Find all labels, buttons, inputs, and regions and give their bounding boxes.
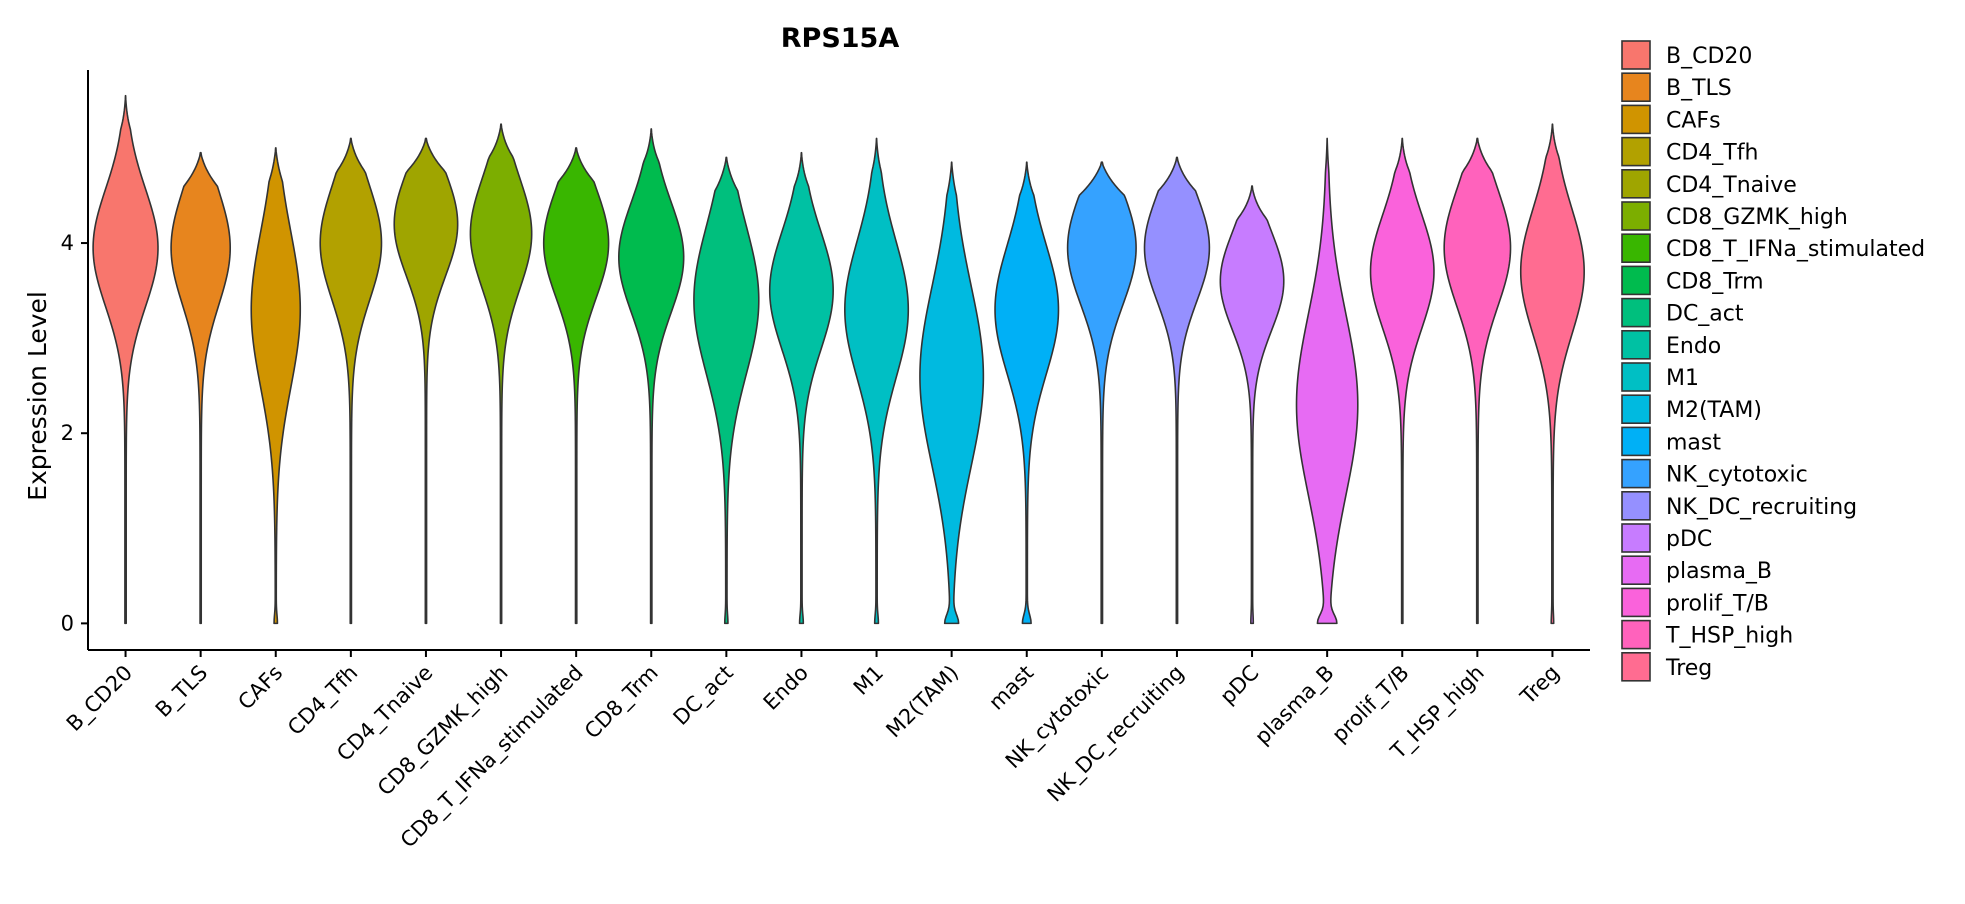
legend-key-nk-dc-recruiting [1621,490,1651,521]
violin-endo [768,151,834,625]
violin-dc-act [693,156,760,625]
legend-key-cd4-tfh [1621,136,1651,167]
x-tick-label: CD8_GZMK_high [373,661,513,801]
legend-label: B_CD20 [1666,44,1752,69]
legend-label: prolif_T/B [1666,591,1769,616]
legend-label: NK_cytotoxic [1666,463,1808,488]
legend-label: M2(TAM) [1666,398,1762,423]
x-tick-label: plasma_B [1250,661,1339,750]
violin-nk-dc-recruiting [1143,156,1211,625]
legend: B_CD20 B_TLS CAFs CD4_Tfh CD4_Tnaive CD8_GZMK… [1621,40,1925,682]
legend-key-m1 [1621,362,1651,392]
y-tick-label: 0 [61,611,74,635]
legend-label: pDC [1666,527,1712,552]
y-axis-label: Expression Level [23,291,52,501]
legend-label: CD8_GZMK_high [1666,205,1848,230]
x-tick-label: mast [984,661,1038,715]
legend-label: M1 [1666,366,1699,391]
violin-treg [1519,123,1585,625]
legend-label: Treg [1665,656,1712,681]
violin-b-cd20 [92,94,159,625]
x-tick-label: Endo [759,661,813,715]
legend-key-treg [1621,651,1651,682]
legend-key-plasma-b [1621,555,1651,586]
violin-m1 [844,137,910,625]
legend-label: NK_DC_recruiting [1666,495,1857,520]
legend-label: plasma_B [1666,559,1772,584]
x-tick-label: Treg [1515,661,1564,710]
legend-key-cd8-trm [1621,265,1651,296]
legend-key-cafs [1621,104,1651,135]
legend-key-t-hsp-high [1621,619,1651,650]
x-tick-label: M1 [849,661,888,700]
violin-cd8-gzmk-high [469,123,533,625]
legend-label: CD4_Tnaive [1666,173,1797,198]
legend-key-cd4-tnaive [1621,169,1651,199]
chart-title: RPS15A [781,23,900,54]
legend-label: CAFs [1666,108,1721,133]
violin-cd4-tnaive [393,137,459,625]
violins-group [92,94,1585,625]
x-tick-label: B_TLS [151,661,213,723]
legend-key-m2-tam [1621,394,1651,425]
legend-key-dc-act [1621,297,1651,328]
legend-label: DC_act [1666,302,1744,327]
violin-prolif-t-b [1369,137,1435,625]
legend-key-prolif-t-b [1621,587,1651,618]
legend-key-b-tls [1621,72,1651,102]
legend-label: mast [1666,430,1721,455]
legend-key-pdc [1621,523,1651,553]
violin-t-hsp-high [1443,137,1512,625]
legend-label: CD4_Tfh [1666,141,1758,166]
violin-cd8-t-ifna-stimulated [542,147,610,625]
legend-key-cd8-t-ifna-stimulated [1621,233,1651,263]
violin-cd4-tfh [319,137,383,625]
legend-label: CD8_T_IFNa_stimulated [1666,237,1925,262]
legend-key-nk-cytotoxic [1621,458,1651,489]
violin-mast [994,161,1060,625]
legend-key-mast [1621,426,1651,457]
legend-label: T_HSP_high [1665,624,1793,649]
x-tick-label: NK_DC_recruiting [1043,661,1190,808]
legend-label: CD8_Trm [1666,269,1764,294]
violin-cd8-trm [618,128,685,625]
violin-nk-cytotoxic [1066,161,1137,625]
violin-b-tls [170,151,232,625]
x-tick-label: DC_act [669,661,739,731]
legend-label: Endo [1666,334,1721,359]
x-tick-label: B_CD20 [62,661,138,737]
y-tick-label: 2 [61,421,74,445]
legend-label: B_TLS [1666,76,1732,101]
x-tick-label: CAFs [234,661,288,715]
y-tick-label: 4 [61,231,74,255]
x-tick-label: M2(TAM) [881,661,963,743]
violin-cafs [250,147,302,625]
legend-key-cd8-gzmk-high [1621,201,1651,231]
violin-m2-tam [919,161,985,625]
x-tick-label: CD8_Trm [580,661,664,745]
violin-plasma-b [1295,137,1359,625]
legend-key-b-cd20 [1621,40,1651,70]
x-tick-label: pDC [1215,661,1263,709]
violin-pdc [1219,185,1285,625]
legend-key-endo [1621,329,1651,360]
